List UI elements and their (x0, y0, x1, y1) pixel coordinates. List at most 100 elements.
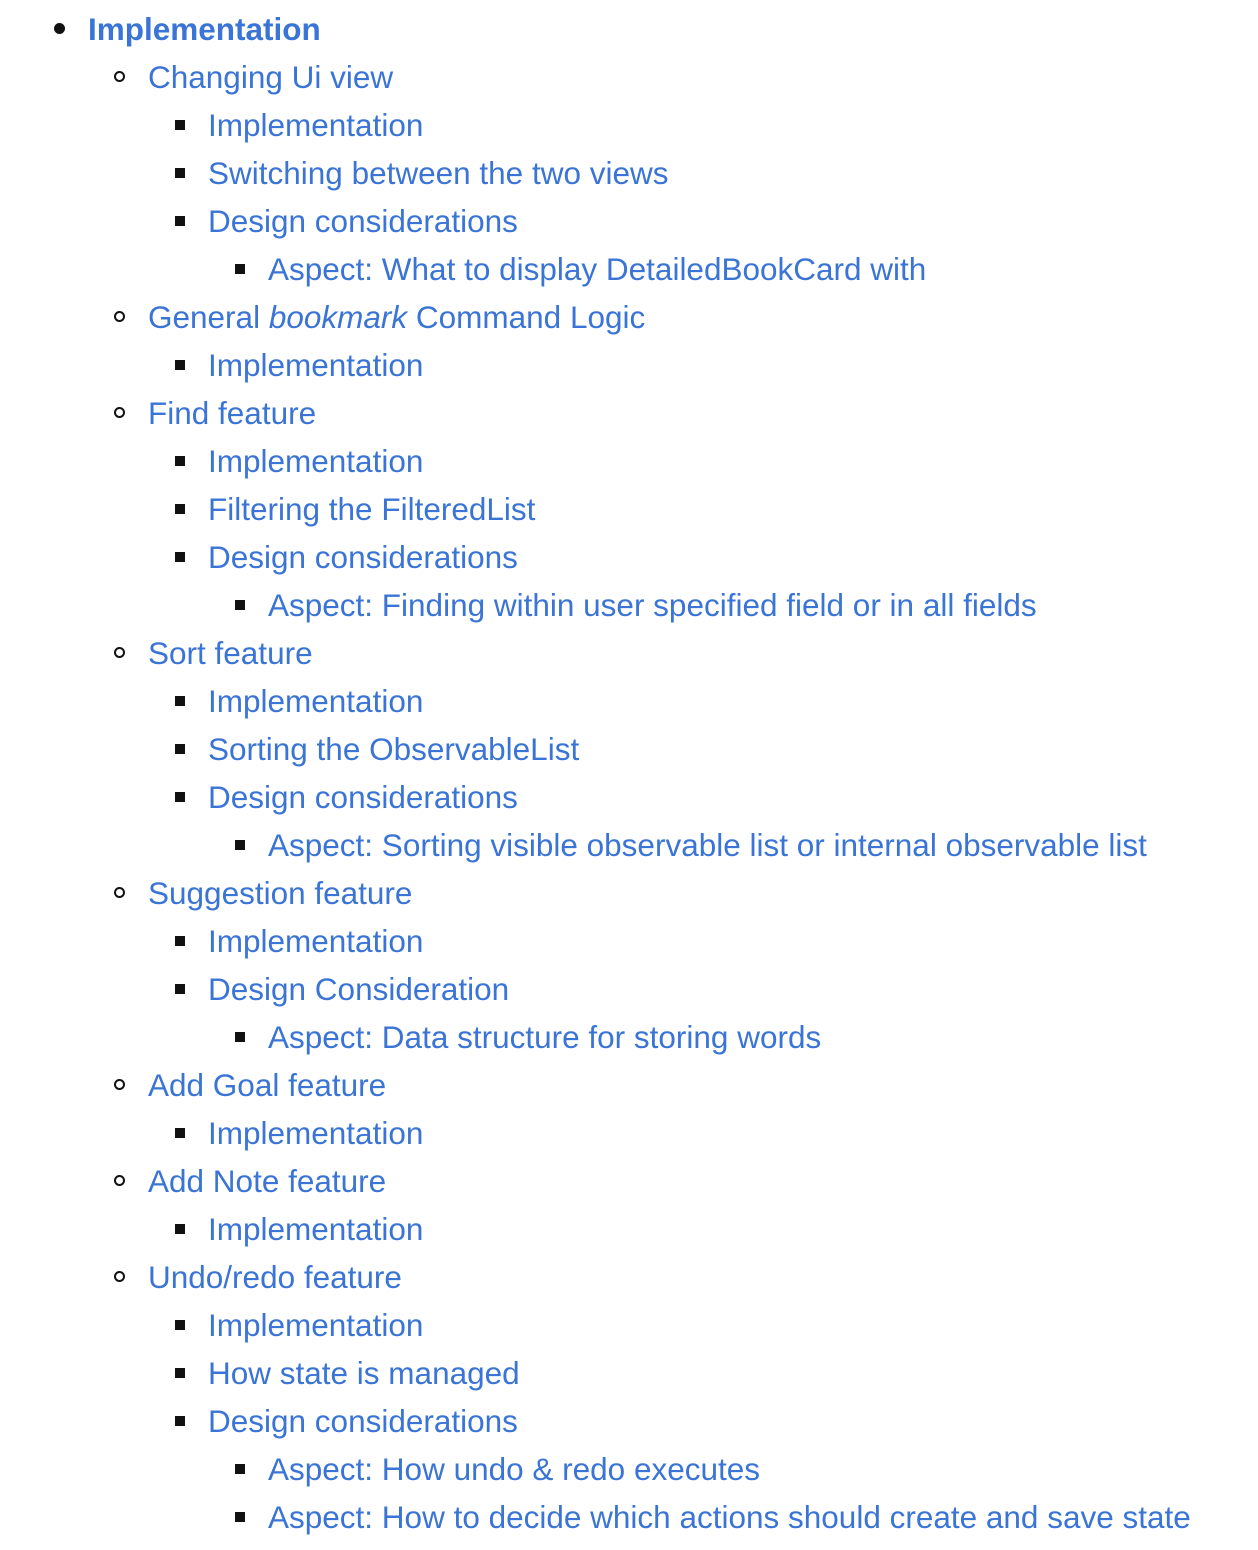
bullet-square-icon (235, 600, 245, 610)
bullet-square-icon (235, 1512, 245, 1522)
bullet-circle-icon (114, 71, 125, 82)
bullet-square-icon (235, 1032, 245, 1042)
toc-link-implementation[interactable]: Implementation (208, 923, 424, 959)
toc-item-switching-views: Switching between the two views (0, 149, 1258, 197)
toc-item-find-feature: Find feature (0, 389, 1258, 437)
toc-item-implementation: Implementation (0, 1109, 1258, 1157)
toc-link-sort-feature[interactable]: Sort feature (148, 635, 313, 671)
bullet-square-icon (175, 984, 185, 994)
bullet-square-icon (175, 360, 185, 370)
toc-item-implementation: Implementation (0, 1301, 1258, 1349)
toc-link-text-part: Command Logic (407, 299, 646, 335)
toc-item-sort-feature: Sort feature (0, 629, 1258, 677)
bullet-circle-icon (114, 311, 125, 322)
toc-item-aspect: Aspect: Finding within user specified fi… (0, 581, 1258, 629)
bullet-square-icon (175, 552, 185, 562)
bullet-square-icon (175, 120, 185, 130)
toc-link-implementation[interactable]: Implementation (208, 683, 424, 719)
toc-link-design-considerations[interactable]: Design considerations (208, 779, 518, 815)
toc-link-implementation[interactable]: Implementation (208, 347, 424, 383)
toc-item-sorting: Sorting the ObservableList (0, 725, 1258, 773)
toc-link-aspect-finding[interactable]: Aspect: Finding within user specified fi… (268, 587, 1037, 623)
toc-item-aspect: Aspect: How undo & redo executes (0, 1445, 1258, 1493)
bullet-circle-icon (114, 1175, 125, 1186)
toc-link-aspect-detailed-book-card[interactable]: Aspect: What to display DetailedBookCard… (268, 251, 927, 287)
toc-link-text-part: General (148, 299, 269, 335)
toc-link-implementation[interactable]: Implementation (208, 1115, 424, 1151)
toc-link-filtering[interactable]: Filtering the FilteredList (208, 491, 536, 527)
toc-item-aspect: Aspect: What to display DetailedBookCard… (0, 245, 1258, 293)
bullet-disc-icon (54, 23, 65, 34)
toc-link-design-considerations[interactable]: Design considerations (208, 539, 518, 575)
toc-item-design-considerations: Design considerations (0, 773, 1258, 821)
toc-item-implementation: Implementation (0, 437, 1258, 485)
bullet-square-icon (235, 840, 245, 850)
toc-link-sorting[interactable]: Sorting the ObservableList (208, 731, 580, 767)
bullet-square-icon (175, 216, 185, 226)
toc-item-implementation: Implementation (0, 341, 1258, 389)
toc-link-design-consideration[interactable]: Design Consideration (208, 971, 510, 1007)
toc-link-implementation[interactable]: Implementation (88, 11, 321, 47)
bullet-square-icon (175, 936, 185, 946)
bullet-circle-icon (114, 887, 125, 898)
toc-link-text-emphasis: bookmark (268, 299, 408, 335)
toc-item-add-goal-feature: Add Goal feature (0, 1061, 1258, 1109)
toc-link-find-feature[interactable]: Find feature (148, 395, 317, 431)
toc-item-undo-redo-feature: Undo/redo feature (0, 1253, 1258, 1301)
toc-link-aspect-undo-redo[interactable]: Aspect: How undo & redo executes (268, 1451, 761, 1487)
toc-link-switching-views[interactable]: Switching between the two views (208, 155, 669, 191)
toc-link-changing-ui-view[interactable]: Changing Ui view (148, 59, 394, 95)
toc-link-design-considerations[interactable]: Design considerations (208, 1403, 518, 1439)
toc-link-implementation[interactable]: Implementation (208, 107, 424, 143)
toc-link-implementation[interactable]: Implementation (208, 1211, 424, 1247)
bullet-square-icon (175, 1368, 185, 1378)
toc-item-implementation: Implementation (0, 917, 1258, 965)
bullet-circle-icon (114, 1271, 125, 1282)
toc-link-bookmark-command-logic[interactable]: General bookmark Command Logic (148, 293, 645, 341)
bullet-square-icon (175, 1416, 185, 1426)
toc-link-state-managed[interactable]: How state is managed (208, 1355, 520, 1391)
toc-link-undo-redo-feature[interactable]: Undo/redo feature (148, 1259, 402, 1295)
toc-item-aspect: Aspect: Sorting visible observable list … (0, 821, 1258, 869)
toc-item-aspect: Aspect: How to decide which actions shou… (0, 1493, 1258, 1541)
toc-item-implementation: Implementation (0, 5, 1258, 53)
bullet-square-icon (175, 792, 185, 802)
bullet-square-icon (175, 744, 185, 754)
table-of-contents: Implementation Changing Ui view Implemen… (0, 5, 1258, 1541)
toc-item-changing-ui-view: Changing Ui view (0, 53, 1258, 101)
toc-link-design-considerations[interactable]: Design considerations (208, 203, 518, 239)
toc-link-add-goal-feature[interactable]: Add Goal feature (148, 1067, 387, 1103)
bullet-circle-icon (114, 407, 125, 418)
toc-item-design-considerations: Design considerations (0, 533, 1258, 581)
toc-item-aspect: Aspect: Data structure for storing words (0, 1013, 1258, 1061)
bullet-square-icon (175, 456, 185, 466)
toc-item-design-considerations: Design considerations (0, 197, 1258, 245)
toc-item-filtering: Filtering the FilteredList (0, 485, 1258, 533)
toc-item-design-consideration: Design Consideration (0, 965, 1258, 1013)
toc-link-add-note-feature[interactable]: Add Note feature (148, 1163, 387, 1199)
bullet-square-icon (175, 696, 185, 706)
toc-item-design-considerations: Design considerations (0, 1397, 1258, 1445)
toc-item-implementation: Implementation (0, 677, 1258, 725)
bullet-square-icon (235, 1464, 245, 1474)
bullet-square-icon (175, 1224, 185, 1234)
bullet-square-icon (235, 264, 245, 274)
bullet-circle-icon (114, 647, 125, 658)
bullet-square-icon (175, 1128, 185, 1138)
bullet-square-icon (175, 168, 185, 178)
toc-link-implementation[interactable]: Implementation (208, 1307, 424, 1343)
toc-item-implementation: Implementation (0, 101, 1258, 149)
toc-item-state-managed: How state is managed (0, 1349, 1258, 1397)
bullet-square-icon (175, 504, 185, 514)
toc-item-implementation: Implementation (0, 1205, 1258, 1253)
toc-link-suggestion-feature[interactable]: Suggestion feature (148, 875, 413, 911)
toc-item-suggestion-feature: Suggestion feature (0, 869, 1258, 917)
toc-link-aspect-save-state[interactable]: Aspect: How to decide which actions shou… (268, 1499, 1191, 1535)
toc-link-aspect-data-structure[interactable]: Aspect: Data structure for storing words (268, 1019, 822, 1055)
toc-item-bookmark-command-logic: General bookmark Command Logic (0, 293, 1258, 341)
bullet-circle-icon (114, 1079, 125, 1090)
toc-item-add-note-feature: Add Note feature (0, 1157, 1258, 1205)
toc-link-implementation[interactable]: Implementation (208, 443, 424, 479)
bullet-square-icon (175, 1320, 185, 1330)
toc-link-aspect-sorting[interactable]: Aspect: Sorting visible observable list … (268, 827, 1147, 863)
